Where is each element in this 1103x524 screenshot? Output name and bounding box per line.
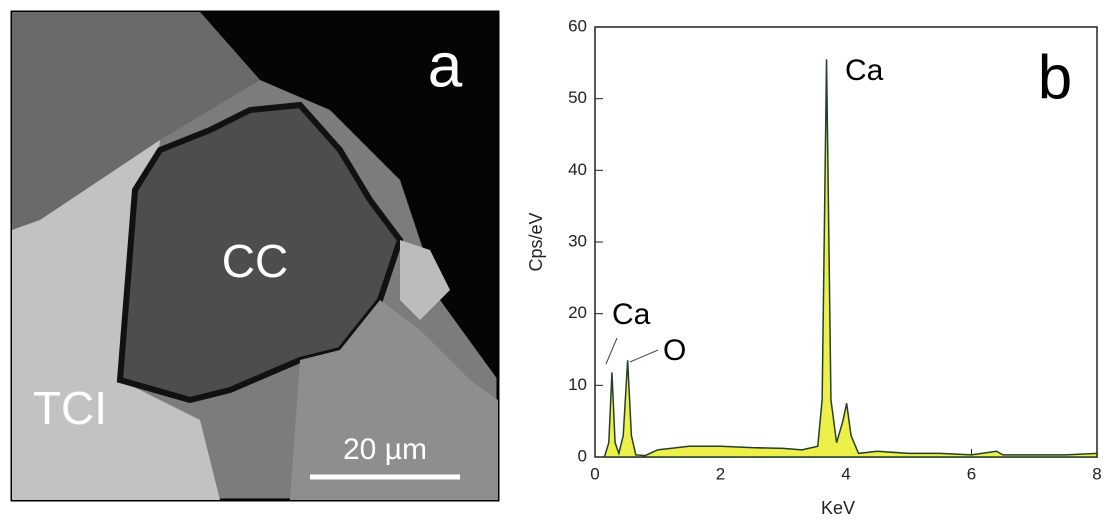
annotation: O [663, 334, 686, 367]
annotation: Ca [612, 298, 651, 331]
plot-frame [594, 26, 1098, 458]
region-label: CC [222, 235, 288, 287]
y-tick-label: 20 [568, 303, 587, 322]
x-axis-label: KeV [821, 498, 855, 518]
x-tick-label: 8 [1092, 464, 1101, 483]
x-tick-label: 2 [716, 464, 725, 483]
y-axis-label: Cps/eV [526, 212, 546, 271]
micrograph: a CC TCI 20 µm [10, 10, 500, 502]
y-tick-label: 0 [578, 446, 587, 465]
leader-line [629, 349, 659, 363]
y-tick-label: 10 [568, 375, 587, 394]
annotation: Ca [845, 54, 884, 87]
x-tick-label: 6 [967, 464, 976, 483]
y-tick-label: 30 [568, 231, 587, 250]
region-label: TCI [33, 382, 107, 434]
scale-label: 20 µm [343, 433, 427, 466]
x-tick-label: 0 [590, 464, 599, 483]
panel-label: b [1038, 43, 1072, 112]
x-tick-label: 4 [841, 464, 850, 483]
y-tick-label: 40 [568, 160, 587, 179]
spectrum [603, 59, 1098, 458]
panel-label: a [428, 31, 463, 100]
leader-line [605, 337, 618, 365]
y-tick-label: 50 [568, 88, 587, 107]
y-tick-label: 60 [568, 16, 587, 35]
